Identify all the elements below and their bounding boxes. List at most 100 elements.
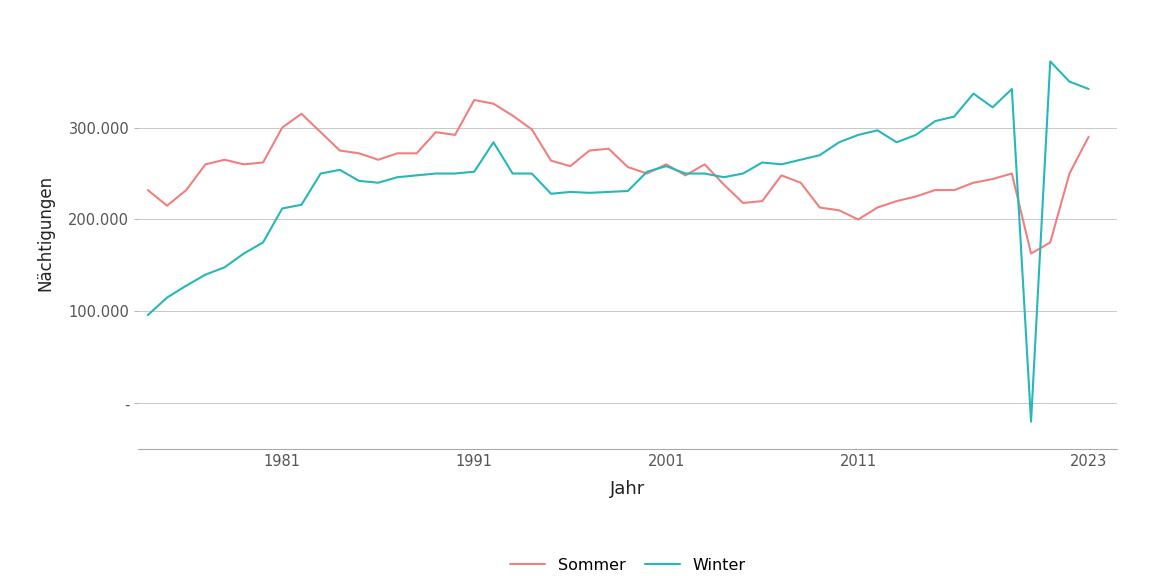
Winter — [1044, 58, 1058, 65]
Sommer — [1024, 250, 1038, 257]
Line: Winter: Winter — [147, 62, 1089, 422]
Winter — [947, 113, 961, 120]
Winter — [429, 170, 442, 177]
Sommer — [659, 161, 673, 168]
Sommer — [333, 147, 347, 154]
Winter — [986, 104, 1000, 111]
Winter — [448, 170, 462, 177]
Sommer — [180, 187, 194, 194]
Sommer — [851, 216, 865, 223]
Winter — [1024, 418, 1038, 425]
Winter — [295, 202, 309, 209]
Winter — [929, 118, 942, 124]
Sommer — [813, 204, 827, 211]
Winter — [621, 188, 635, 195]
Legend: Sommer, Winter: Sommer, Winter — [503, 552, 752, 576]
Sommer — [218, 156, 232, 163]
Sommer — [313, 128, 327, 135]
Winter — [410, 172, 424, 179]
Winter — [256, 239, 270, 246]
Sommer — [698, 161, 712, 168]
Winter — [889, 139, 903, 146]
Winter — [506, 170, 520, 177]
Sommer — [679, 172, 692, 179]
Sommer — [160, 202, 174, 209]
Sommer — [601, 145, 615, 152]
Sommer — [486, 100, 500, 107]
Winter — [160, 294, 174, 301]
Winter — [583, 190, 597, 196]
Winter — [237, 250, 251, 257]
Winter — [871, 127, 885, 134]
Sommer — [909, 193, 923, 200]
Sommer — [756, 198, 770, 204]
Sommer — [947, 187, 961, 194]
Sommer — [198, 161, 212, 168]
Winter — [371, 179, 385, 186]
Sommer — [583, 147, 597, 154]
Winter — [333, 166, 347, 173]
Winter — [313, 170, 327, 177]
Winter — [967, 90, 980, 97]
Winter — [353, 177, 366, 184]
Sommer — [506, 112, 520, 119]
Sommer — [237, 161, 251, 168]
Sommer — [832, 207, 846, 214]
Winter — [141, 312, 154, 319]
Sommer — [256, 159, 270, 166]
Sommer — [141, 187, 154, 194]
Y-axis label: Nächtigungen: Nächtigungen — [37, 175, 54, 291]
Winter — [1062, 78, 1076, 85]
Sommer — [641, 170, 654, 177]
X-axis label: Jahr: Jahr — [611, 480, 645, 498]
Sommer — [717, 181, 730, 188]
Winter — [813, 151, 827, 158]
Winter — [659, 163, 673, 170]
Winter — [601, 188, 615, 195]
Line: Sommer: Sommer — [147, 100, 1089, 253]
Sommer — [736, 199, 750, 206]
Sommer — [295, 111, 309, 118]
Sommer — [621, 164, 635, 170]
Winter — [736, 170, 750, 177]
Winter — [794, 156, 808, 163]
Winter — [180, 282, 194, 289]
Winter — [698, 170, 712, 177]
Sommer — [275, 124, 289, 131]
Sommer — [410, 150, 424, 157]
Sommer — [353, 150, 366, 157]
Sommer — [525, 126, 539, 133]
Winter — [198, 271, 212, 278]
Winter — [486, 139, 500, 146]
Winter — [641, 168, 654, 175]
Sommer — [986, 176, 1000, 183]
Winter — [774, 161, 788, 168]
Winter — [1005, 85, 1018, 92]
Winter — [909, 131, 923, 138]
Sommer — [468, 97, 482, 104]
Sommer — [448, 131, 462, 138]
Sommer — [1005, 170, 1018, 177]
Sommer — [563, 163, 577, 170]
Winter — [679, 170, 692, 177]
Winter — [468, 168, 482, 175]
Winter — [275, 205, 289, 212]
Winter — [218, 264, 232, 271]
Winter — [525, 170, 539, 177]
Sommer — [429, 128, 442, 135]
Winter — [756, 159, 770, 166]
Sommer — [871, 204, 885, 211]
Sommer — [1062, 170, 1076, 177]
Winter — [832, 139, 846, 146]
Winter — [851, 131, 865, 138]
Winter — [1082, 85, 1096, 92]
Sommer — [929, 187, 942, 194]
Sommer — [391, 150, 404, 157]
Sommer — [1082, 133, 1096, 140]
Sommer — [774, 172, 788, 179]
Sommer — [794, 179, 808, 186]
Sommer — [371, 156, 385, 163]
Sommer — [967, 179, 980, 186]
Sommer — [544, 157, 558, 164]
Sommer — [1044, 239, 1058, 246]
